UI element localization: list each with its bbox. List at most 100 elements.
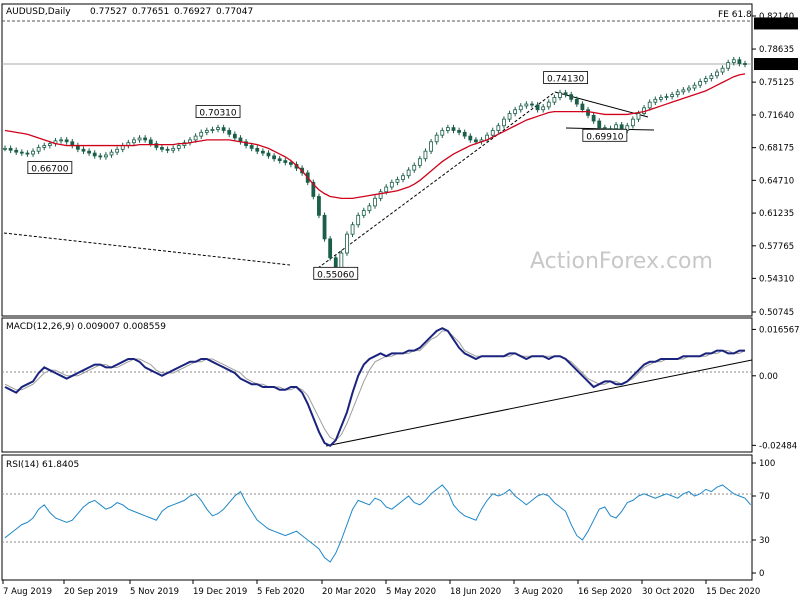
sma-series (4, 73, 746, 199)
candle (210, 126, 215, 134)
rsi-panel-frame (1, 454, 753, 581)
candle (502, 116, 506, 129)
candle (227, 127, 232, 138)
candle (586, 106, 590, 119)
price-annotation: 0.70310 (195, 105, 241, 119)
rsi-tick-label: 70 (759, 492, 770, 502)
candle (630, 116, 635, 129)
candle (434, 132, 439, 145)
candle (731, 56, 736, 66)
candle (541, 104, 546, 113)
candle (277, 155, 282, 164)
price-tick-label: 0.75125 (759, 78, 794, 88)
candle (98, 153, 103, 160)
candle (154, 140, 159, 151)
candle (715, 69, 719, 79)
candle (171, 145, 176, 154)
rsi-y-axis: 100 70 30 0 (752, 459, 775, 579)
price-tick-label: 0.71640 (759, 111, 794, 121)
price-annotation: 0.55060 (313, 266, 359, 280)
macd-panel-frame (1, 317, 753, 453)
recovery-dashed-trendline (317, 91, 556, 269)
price-tick-label: 0.61235 (759, 209, 794, 219)
candle (64, 137, 69, 145)
macd-tick-label: -0.02484 (759, 441, 797, 451)
candle (395, 176, 400, 186)
x-tick-label: 7 Aug 2019 (3, 587, 52, 597)
candle (709, 72, 714, 82)
x-tick-label: 19 Dec 2019 (193, 587, 247, 597)
candle (687, 85, 691, 93)
candle (496, 122, 501, 134)
candle (244, 138, 248, 149)
candle (406, 167, 411, 179)
price-annotation: 0.74130 (543, 71, 589, 85)
price-tick-label: 0.82140 (759, 12, 794, 22)
candle (524, 101, 529, 109)
candle (42, 142, 47, 151)
price-marker: 0.81350 (754, 17, 798, 30)
candle (445, 124, 450, 134)
x-tick-label: 15 Dec 2020 (706, 587, 760, 597)
candle (546, 99, 551, 110)
candle (591, 112, 596, 124)
candle (401, 172, 405, 183)
candle (518, 103, 523, 113)
price-marker: 0.77047 (754, 58, 798, 71)
candle (81, 146, 86, 155)
macd-title: MACD(12,26,9) 0.009007 0.008559 (6, 322, 166, 332)
candle (272, 153, 276, 162)
candle (597, 118, 602, 131)
candle (283, 157, 288, 166)
candle (412, 162, 417, 173)
candle (322, 212, 327, 242)
macd-y-axis: 0.016567 0.00 -0.02484 (752, 325, 800, 451)
candle (36, 144, 41, 155)
candle (513, 106, 518, 117)
fe-label: FE 61.8 (718, 10, 752, 20)
candle (423, 148, 428, 162)
price-annotation-label: 0.66700 (31, 165, 68, 175)
ohlc-high: 0.77651 (132, 7, 169, 17)
candle (350, 221, 355, 237)
price-annotation-label: 0.74130 (547, 75, 584, 85)
x-axis: 7 Aug 2019 20 Sep 2019 5 Nov 2019 19 Dec 20… (2, 580, 760, 597)
candle (462, 129, 467, 139)
candle (692, 82, 697, 91)
price-annotation: 0.69910 (582, 128, 628, 142)
x-tick-label: 20 Mar 2020 (322, 587, 376, 597)
ohlc-low: 0.76927 (174, 7, 211, 17)
price-marker-label: 0.81350 (757, 19, 792, 29)
candle (625, 122, 630, 134)
candle (574, 96, 579, 107)
x-tick-label: 16 Sep 2020 (578, 587, 632, 597)
candle (104, 152, 108, 160)
price-tick-label: 0.54310 (759, 274, 794, 284)
macd-tick-label: 0.016567 (759, 325, 800, 335)
x-tick-label: 18 Jun 2020 (450, 587, 501, 597)
candle (216, 124, 220, 133)
candle (311, 179, 316, 200)
price-annotation-label: 0.69910 (586, 132, 623, 142)
candle (3, 145, 7, 152)
x-tick-label: 5 Nov 2019 (130, 587, 179, 597)
candle (31, 148, 35, 157)
candle (8, 145, 13, 154)
candle (165, 146, 170, 154)
candle (698, 78, 703, 89)
candle (361, 207, 366, 219)
price-tick-label: 0.57765 (759, 242, 794, 252)
price-y-axis: 0.82140 0.78635 0.75125 0.71640 0.68175 0.647… (752, 12, 798, 318)
candle (367, 203, 372, 214)
candle (87, 148, 91, 156)
candle (204, 127, 209, 136)
x-tick-label: 5 Feb 2020 (257, 587, 305, 597)
candle (266, 150, 271, 159)
price-panel-frame (1, 3, 753, 317)
candle (429, 138, 433, 155)
candle (726, 59, 731, 72)
candle (345, 231, 349, 256)
candle (221, 124, 226, 134)
candle (378, 188, 383, 202)
